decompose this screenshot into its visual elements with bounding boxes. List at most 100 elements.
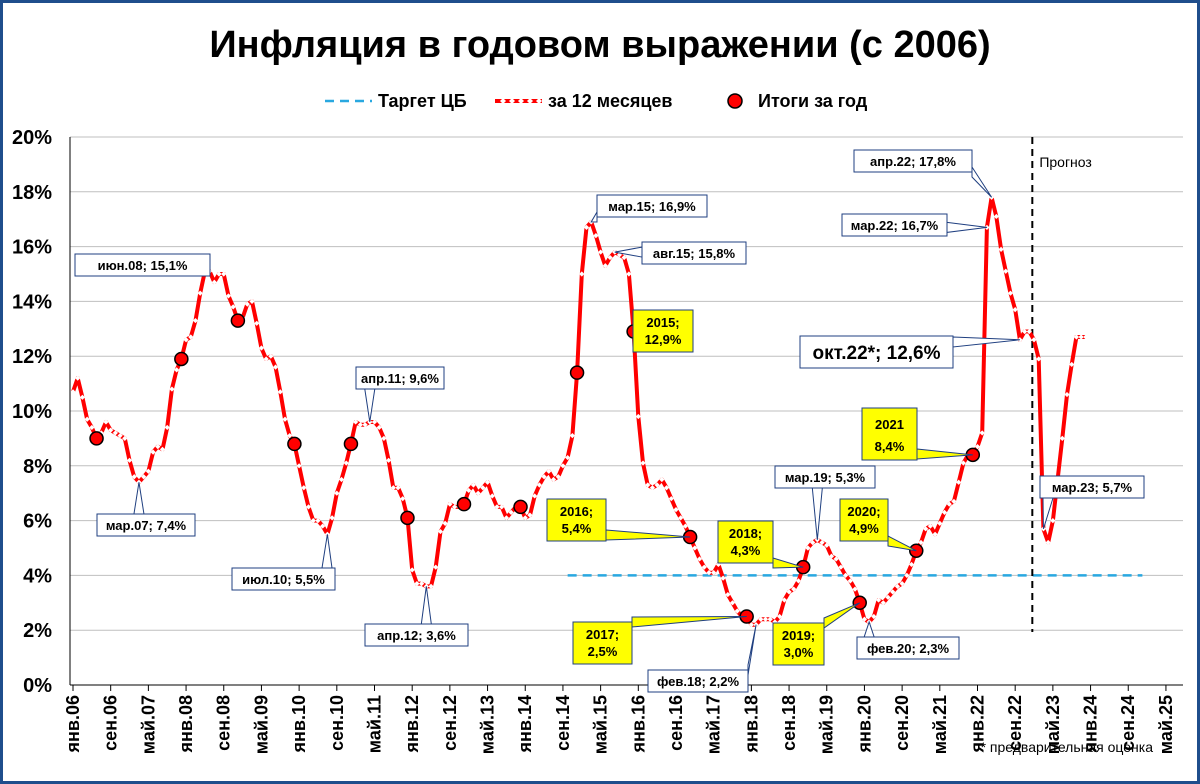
callout-text: фев.18; 2,2% bbox=[657, 674, 740, 689]
monthly-point bbox=[819, 539, 825, 546]
callout-pointer bbox=[863, 620, 875, 638]
annual-point bbox=[287, 436, 302, 452]
monthly-point bbox=[748, 622, 754, 628]
callout-text: 3,0% bbox=[784, 645, 814, 660]
callout: 2017; 2,5% bbox=[572, 616, 747, 665]
monthly-point bbox=[390, 485, 396, 491]
y-tick-label: 2% bbox=[23, 620, 52, 642]
callout-pointer bbox=[952, 336, 1020, 348]
callout-text: 2015; bbox=[646, 315, 679, 330]
callout-text: апр.22; 17,8% bbox=[870, 154, 956, 169]
monthly-point bbox=[225, 293, 232, 299]
monthly-point bbox=[640, 460, 646, 466]
y-tick-label: 14% bbox=[12, 291, 52, 313]
callouts: мар.07; 7,4% июн.08; 15,1% июл.10; 5,5% апр… bbox=[74, 149, 1145, 693]
callout-pointer bbox=[823, 602, 861, 629]
x-tick-label: сен.06 bbox=[101, 695, 121, 751]
monthly-point bbox=[1045, 539, 1051, 546]
monthly-point bbox=[993, 213, 999, 220]
callout: окт.22*; 12,6% bbox=[799, 335, 1020, 369]
monthly-point bbox=[315, 518, 321, 524]
monthly-point bbox=[400, 496, 406, 502]
monthly-point bbox=[320, 523, 326, 529]
monthly-point bbox=[824, 542, 830, 548]
callout-box bbox=[839, 498, 889, 542]
monthly-point bbox=[494, 504, 500, 510]
monthly-point bbox=[89, 424, 95, 431]
monthly-point bbox=[701, 564, 707, 570]
callout-pointer bbox=[364, 388, 376, 423]
callout: мар.23; 5,7% bbox=[1039, 475, 1145, 529]
y-tick-label: 6% bbox=[23, 511, 52, 533]
monthly-point bbox=[565, 454, 571, 461]
monthly-point bbox=[159, 446, 166, 452]
monthly-point bbox=[838, 564, 844, 570]
annual-point bbox=[343, 436, 359, 452]
callout-text: июл.10; 5,5% bbox=[242, 572, 325, 587]
callout-text: апр.11; 9,6% bbox=[361, 371, 439, 386]
callout: апр.22; 17,8% bbox=[853, 149, 993, 198]
callout-box bbox=[717, 520, 774, 564]
monthly-point bbox=[475, 490, 481, 496]
monthly-point bbox=[645, 482, 651, 488]
monthly-point bbox=[442, 520, 448, 526]
monthly-point bbox=[376, 424, 382, 431]
monthly-point bbox=[470, 482, 477, 488]
y-tick-label: 12% bbox=[12, 346, 52, 368]
callout-text: 12,9% bbox=[645, 332, 682, 347]
monthly-point bbox=[546, 468, 552, 474]
callout-box bbox=[96, 513, 196, 537]
monthly-point bbox=[932, 531, 938, 537]
monthly-point bbox=[522, 515, 528, 521]
monthly-point bbox=[621, 254, 627, 261]
callout-box bbox=[1039, 475, 1145, 499]
callout-text: 2021 bbox=[875, 417, 904, 432]
monthly-point bbox=[249, 298, 255, 304]
x-tick-label: сен.12 bbox=[440, 695, 460, 751]
legend-annual-label: Итоги за год bbox=[758, 91, 868, 111]
monthly-point bbox=[1026, 328, 1032, 335]
monthly-point bbox=[451, 504, 458, 510]
callout-text: апр.12; 3,6% bbox=[377, 628, 456, 643]
monthly-point bbox=[353, 419, 359, 425]
callout-box bbox=[772, 622, 825, 666]
monthly-point bbox=[499, 504, 505, 510]
monthly-point bbox=[555, 474, 561, 480]
monthly-point bbox=[503, 515, 510, 521]
monthly-point bbox=[875, 597, 882, 603]
callout-text: 2,5% bbox=[588, 644, 618, 659]
monthly-point bbox=[885, 594, 891, 600]
x-tick-label: сен.24 bbox=[1118, 695, 1138, 751]
monthly-point bbox=[188, 334, 194, 340]
x-tick-label: май.21 bbox=[930, 695, 950, 754]
monthly-point bbox=[334, 490, 340, 496]
monthly-point bbox=[904, 572, 910, 578]
monthly-point bbox=[433, 564, 439, 570]
monthly-point bbox=[725, 591, 731, 598]
callout-pointer bbox=[133, 482, 145, 515]
x-tick-label: май.17 bbox=[704, 695, 724, 754]
x-tick-label: сен.08 bbox=[214, 695, 234, 751]
y-axis: 0% 2% 4% 6% 8% 10% 12% 14% 16% 18% 20% bbox=[12, 127, 71, 697]
callout-box bbox=[641, 241, 747, 265]
monthly-point bbox=[1012, 307, 1018, 313]
callout: 2015; 12,9% bbox=[632, 309, 694, 353]
callout-text: мар.07; 7,4% bbox=[106, 518, 187, 533]
x-tick-label: май.11 bbox=[364, 695, 384, 753]
callout-text: фев.20; 2,3% bbox=[867, 641, 950, 656]
monthly-point bbox=[126, 457, 133, 463]
monthly-point bbox=[1064, 391, 1070, 398]
monthly-point bbox=[263, 356, 269, 362]
callout-text: 2019; bbox=[782, 628, 815, 643]
monthly-point bbox=[579, 271, 585, 277]
monthly-point bbox=[1078, 334, 1084, 340]
monthly-point bbox=[103, 419, 109, 425]
monthly-point bbox=[734, 608, 740, 614]
x-tick-label: май.13 bbox=[478, 695, 498, 754]
monthly-point bbox=[951, 498, 957, 505]
monthly-point bbox=[310, 518, 316, 524]
monthly-point bbox=[635, 413, 641, 420]
x-tick-label: янв.10 bbox=[289, 695, 309, 753]
legend-monthly-label: за 12 месяцев bbox=[548, 91, 673, 111]
